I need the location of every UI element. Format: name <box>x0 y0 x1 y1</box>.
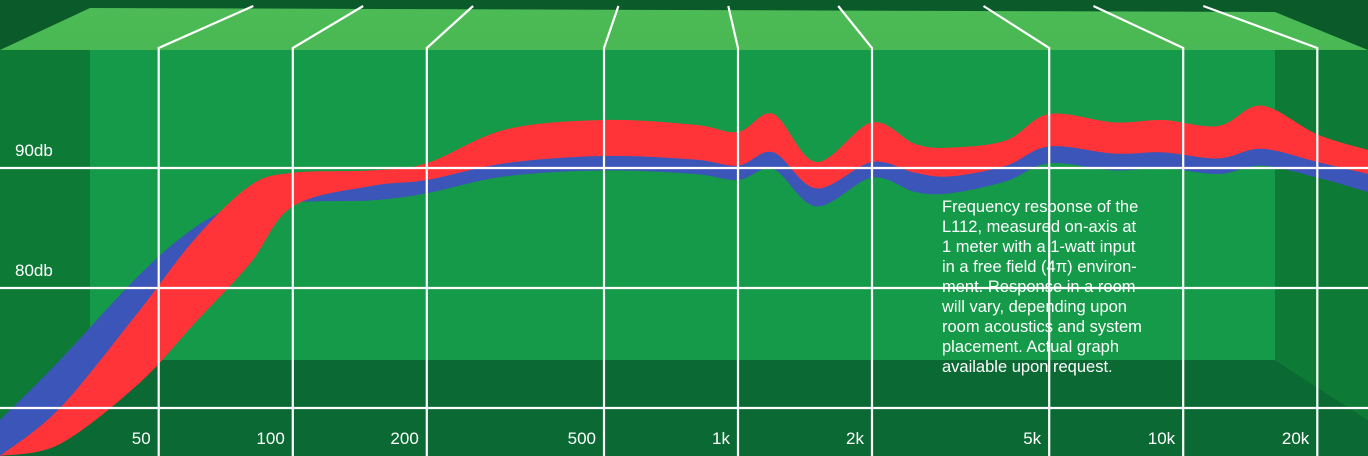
caption-line-3: 1 meter with a 1-watt input <box>942 238 1136 256</box>
x-tick-label-200: 200 <box>390 429 418 448</box>
x-gridline-200 <box>425 5 474 456</box>
caption-line-2: L112, measured on-axis at <box>942 218 1137 236</box>
x-tick-label-5k: 5k <box>1023 429 1041 448</box>
x-gridline-500 <box>602 5 620 456</box>
x-tick-label-50: 50 <box>132 429 151 448</box>
series-red-band <box>0 105 1368 456</box>
y-tick-label-80db: 80db <box>15 261 53 280</box>
caption-line-5: ment. Response in a room <box>942 278 1136 296</box>
x-gridline-2k <box>837 5 874 456</box>
x-gridline-20k <box>1202 4 1319 456</box>
y-tick-label-90db: 90db <box>15 141 53 160</box>
x-tick-label-20k: 20k <box>1282 429 1310 448</box>
caption-line-4: in a free field (4π) environ- <box>942 258 1137 276</box>
x-tick-label-100: 100 <box>256 429 284 448</box>
x-gridline-50 <box>157 4 254 456</box>
chart-left-side <box>0 50 90 420</box>
x-tick-label-10k: 10k <box>1148 429 1176 448</box>
caption-line-7: room acoustics and system <box>942 318 1142 336</box>
x-tick-label-1k: 1k <box>712 429 730 448</box>
x-gridline-1k <box>727 5 740 456</box>
caption-line-8: placement. Actual graph <box>942 338 1120 356</box>
x-gridline-5k <box>982 5 1051 456</box>
chart-caption: Frequency response of the L112, measured… <box>942 197 1212 377</box>
x-gridline-100 <box>291 5 364 456</box>
chart-right-side <box>1275 50 1368 420</box>
x-gridline-10k <box>1092 5 1185 456</box>
x-tick-label-500: 500 <box>568 429 596 448</box>
x-tick-label-2k: 2k <box>846 429 864 448</box>
caption-line-6: will vary, depending upon <box>942 298 1127 316</box>
caption-line-9: available upon request. <box>942 358 1113 376</box>
caption-line-1: Frequency response of the <box>942 198 1139 216</box>
